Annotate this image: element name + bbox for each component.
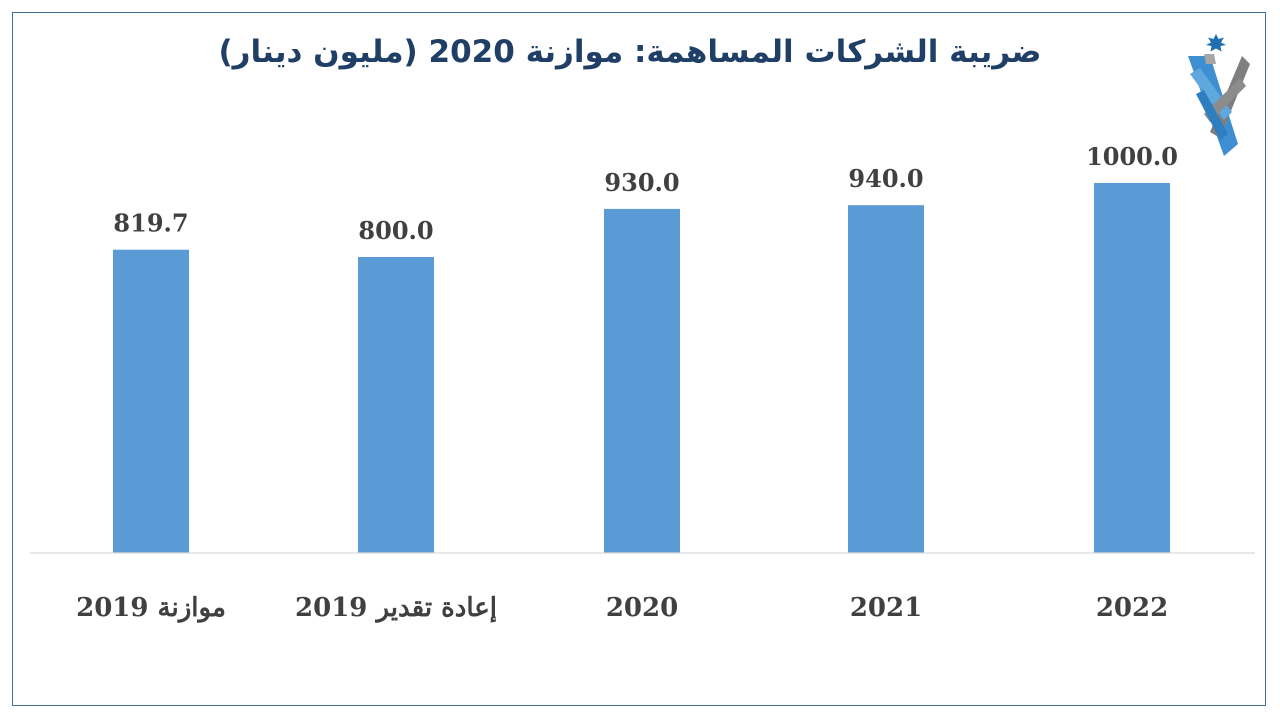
chart-title: ضريبة الشركات المساهمة: موازنة 2020 (ملي…	[218, 34, 1042, 70]
category-labels-group: موازنة 2019 إعادة تقدير 2019 2020 2021 2022	[76, 593, 1168, 623]
value-labels-group: 819.7 800.0 930.0 940.0 1000.0	[113, 142, 1178, 245]
category-label-1: إعادة تقدير 2019	[295, 593, 497, 623]
bar-1	[358, 257, 434, 553]
value-label-3: 940.0	[848, 164, 923, 193]
bar-3	[848, 205, 924, 553]
chart-frame	[12, 12, 1266, 706]
jordan-emblem-icon	[1188, 34, 1250, 156]
bar-2	[604, 208, 680, 553]
bars-group	[113, 183, 1170, 553]
bar-0	[113, 249, 189, 553]
value-label-4: 1000.0	[1086, 142, 1178, 171]
value-label-2: 930.0	[604, 168, 679, 197]
category-label-0: موازنة 2019	[76, 593, 226, 623]
category-label-4: 2022	[1096, 593, 1168, 623]
value-label-1: 800.0	[358, 216, 433, 245]
value-label-0: 819.7	[113, 209, 188, 238]
bar-4	[1094, 183, 1170, 553]
category-label-3: 2021	[850, 593, 922, 623]
category-label-2: 2020	[606, 593, 678, 623]
